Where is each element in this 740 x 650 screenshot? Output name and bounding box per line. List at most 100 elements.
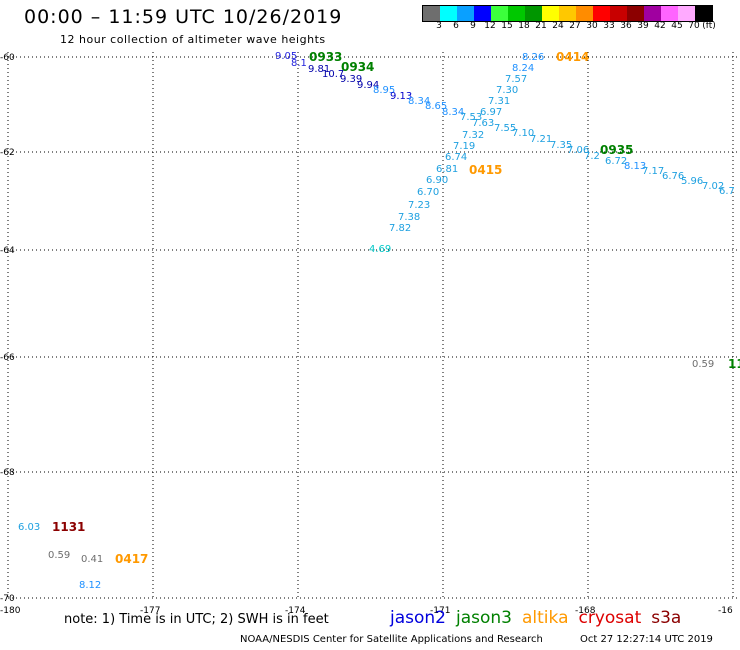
color-scale-label: 18 bbox=[518, 21, 530, 31]
swh-observation: 8.34 bbox=[408, 96, 430, 107]
color-swatch bbox=[695, 6, 712, 21]
pass-time-label: 0417 bbox=[115, 552, 148, 566]
swh-observation: 8.24 bbox=[512, 63, 534, 74]
longitude-label: -16 bbox=[718, 606, 733, 616]
longitude-label: -177 bbox=[140, 606, 160, 616]
pass-time-label: 0935 bbox=[600, 143, 633, 157]
color-scale-label: 24 bbox=[552, 21, 564, 31]
swh-observation: 9.05 bbox=[275, 51, 297, 62]
latitude-label: -60 bbox=[0, 53, 15, 63]
longitude-label: -168 bbox=[575, 606, 596, 616]
swh-observation: 8.34 bbox=[442, 107, 464, 118]
color-swatch bbox=[644, 6, 661, 21]
color-swatch bbox=[576, 6, 593, 21]
color-scale-label: 42 bbox=[654, 21, 666, 31]
color-scale-label: 27 bbox=[569, 21, 581, 31]
color-swatch bbox=[440, 6, 457, 21]
color-scale-label: 12 bbox=[484, 21, 496, 31]
swh-observation: 7.38 bbox=[398, 212, 420, 223]
pass-time-label: 1131 bbox=[52, 520, 85, 534]
color-scale-label: 39 bbox=[637, 21, 649, 31]
legend-jason2: jason2 bbox=[390, 608, 446, 628]
color-scale-label: 70 bbox=[688, 21, 700, 31]
longitude-label: -180 bbox=[0, 606, 21, 616]
swh-observation: 6.70 bbox=[417, 187, 439, 198]
color-scale-label: (ft) bbox=[702, 21, 716, 31]
swh-observation: 8.65 bbox=[425, 101, 447, 112]
swh-observation: 7.63 bbox=[472, 118, 494, 129]
legend-jason3: jason3 bbox=[456, 608, 512, 628]
observation-layer: 9.058.19.8110.79.399.948.959.138.348.658… bbox=[18, 51, 735, 591]
color-scale-bar bbox=[422, 5, 713, 22]
color-swatch bbox=[593, 6, 610, 21]
color-swatch bbox=[457, 6, 474, 21]
footer-timestamp: Oct 27 12:27:14 UTC 2019 bbox=[580, 634, 713, 645]
color-swatch bbox=[542, 6, 559, 21]
color-swatch bbox=[627, 6, 644, 21]
swh-observation: 8.12 bbox=[79, 580, 101, 591]
latitude-label: -62 bbox=[0, 148, 15, 158]
color-scale-label: 33 bbox=[603, 21, 615, 31]
pass-time-label: 0934 bbox=[341, 60, 374, 74]
color-scale-label: 3 bbox=[436, 21, 442, 31]
swh-observation: 4.69 bbox=[369, 244, 391, 255]
color-scale-label: 21 bbox=[535, 21, 547, 31]
swh-observation: 8.95 bbox=[373, 85, 395, 96]
legend-cryosat: cryosat bbox=[578, 608, 642, 628]
color-scale-label: 36 bbox=[620, 21, 632, 31]
latitude-label: -64 bbox=[0, 246, 15, 256]
swh-observation: 6.90 bbox=[426, 175, 448, 186]
pass-time-label: 11 bbox=[728, 357, 740, 371]
swh-observation: 7.57 bbox=[505, 74, 527, 85]
swh-observation: 7.2 bbox=[584, 151, 600, 162]
swh-observation: 7.17 bbox=[642, 166, 664, 177]
latitude-label: -68 bbox=[0, 468, 15, 478]
swh-observation: 10.7 bbox=[322, 69, 344, 80]
color-swatch bbox=[678, 6, 695, 21]
color-scale-label: 15 bbox=[501, 21, 513, 31]
color-swatch bbox=[525, 6, 542, 21]
swh-observation: 7.06 bbox=[567, 145, 589, 156]
color-swatch bbox=[661, 6, 678, 21]
satellite-legend: jason2 jason3 altika cryosat s3a bbox=[390, 608, 681, 628]
swh-observation: 7.10 bbox=[512, 128, 534, 139]
footer-credit: NOAA/NESDIS Center for Satellite Applica… bbox=[240, 634, 543, 645]
map-subtitle: 12 hour collection of altimeter wave hei… bbox=[60, 33, 326, 46]
axis-labels: -180 -177 -174 -171 -168 -16 -60 -62 -64 -66 -68 -7… bbox=[0, 53, 733, 616]
color-swatch bbox=[508, 6, 525, 21]
swh-observation: 7.23 bbox=[408, 200, 430, 211]
color-swatch bbox=[423, 6, 440, 21]
swh-observation: 7.19 bbox=[453, 141, 475, 152]
swh-observation: 7.82 bbox=[389, 223, 411, 234]
swh-observation: 7.55 bbox=[494, 123, 516, 134]
latitude-label: -70 bbox=[0, 594, 15, 604]
swh-observation: 8.1 bbox=[291, 58, 307, 69]
color-scale-label: 30 bbox=[586, 21, 598, 31]
pass-time-label: 0933 bbox=[309, 50, 342, 64]
swh-observation: 0.41 bbox=[81, 554, 103, 565]
swh-observation: 6.03 bbox=[18, 522, 40, 533]
longitude-label: -171 bbox=[430, 606, 450, 616]
swh-observation: 6.81 bbox=[436, 164, 458, 175]
swh-observation: 7.35 bbox=[550, 140, 572, 151]
swh-observation: 9.94 bbox=[357, 80, 379, 91]
swh-observation: 9.13 bbox=[390, 91, 412, 102]
swh-observation: 7.53 bbox=[460, 112, 482, 123]
pass-time-label: 0415 bbox=[469, 163, 502, 177]
color-scale-label: 9 bbox=[470, 21, 476, 31]
legend-s3a: s3a bbox=[651, 608, 682, 628]
swh-observation: 0.59 bbox=[692, 359, 714, 370]
color-swatch bbox=[491, 6, 508, 21]
swh-observation: 5.96 bbox=[681, 176, 703, 187]
swh-observation: 9.81 bbox=[308, 64, 330, 75]
swh-observation: 8.26 bbox=[522, 52, 544, 63]
map-grid bbox=[7, 52, 740, 600]
longitude-label: -174 bbox=[285, 606, 306, 616]
latitude-label: -66 bbox=[0, 353, 15, 363]
swh-observation: 6.74 bbox=[445, 152, 467, 163]
swh-observation: 7.30 bbox=[496, 85, 518, 96]
swh-observation: 6.76 bbox=[662, 171, 684, 182]
swh-observation: 7.32 bbox=[462, 130, 484, 141]
legend-altika: altika bbox=[522, 608, 569, 628]
